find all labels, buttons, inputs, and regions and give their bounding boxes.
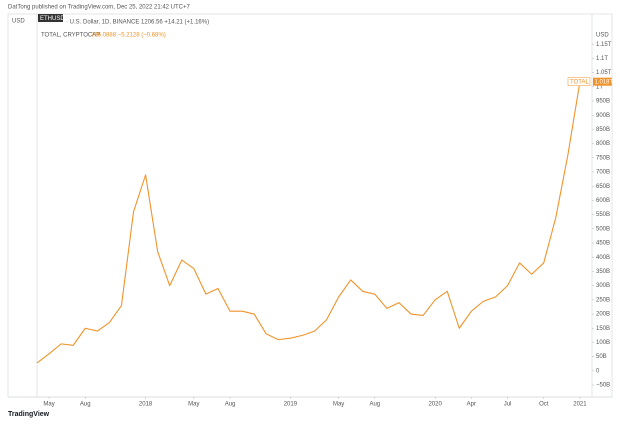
- x-tick-label: Aug: [369, 402, 380, 408]
- price-tag-name-box: [567, 77, 591, 86]
- x-tick-label: 2021: [573, 402, 587, 408]
- x-tick-label: Aug: [80, 402, 91, 408]
- y-tick-label: 1.15T: [596, 42, 612, 48]
- x-tick-label: Jul: [504, 402, 512, 408]
- y-tick-label: −50B: [596, 383, 610, 389]
- y-tick-label: 300B: [596, 283, 610, 289]
- legend-entry[interactable]: TOTAL, CRYPTOCAP: [41, 33, 100, 39]
- y-tick-label: 500B: [596, 226, 610, 232]
- x-tick-label: 2019: [284, 402, 298, 408]
- left-axis-label: USD: [12, 19, 25, 25]
- symbol-tag: ETHUSD: [40, 16, 65, 22]
- symbol-tag-box: [38, 14, 63, 22]
- x-tick-label: 2020: [428, 402, 442, 408]
- y-tick-label: 150B: [596, 326, 610, 332]
- price-line: [36, 81, 581, 364]
- y-tick-label: 600B: [596, 198, 610, 204]
- y-tick-label: 850B: [596, 127, 610, 133]
- y-tick-label: 350B: [596, 269, 610, 275]
- y-tick-label: 700B: [596, 170, 610, 176]
- y-tick-label: 750B: [596, 155, 610, 161]
- secondary-legend: · U.S. Dollar, 1D, BINANCE 1206.56 +14.2…: [66, 20, 209, 26]
- price-tag-label: 1.018T: [595, 79, 614, 85]
- y-tick-label: 0: [596, 368, 600, 374]
- y-tick-label: 950B: [596, 99, 610, 105]
- y-tick-label: 200B: [596, 312, 610, 318]
- price-tag-name: TOTAL: [570, 79, 589, 85]
- y-tick-label: 550B: [596, 212, 610, 218]
- y-tick-label: 250B: [596, 297, 610, 303]
- x-tick-label: May: [43, 402, 54, 408]
- x-tick-label: May: [188, 402, 199, 408]
- legend-values: 766.0888 −5.2128 (−0.68%): [91, 33, 166, 39]
- y-tick-label: 900B: [596, 113, 610, 119]
- y-tick-label: 50B: [596, 354, 607, 360]
- x-tick-label: Apr: [467, 402, 476, 408]
- chart-frame: [7, 13, 613, 398]
- price-tag-box: [593, 77, 612, 86]
- footer-brand: TradingView: [8, 411, 50, 418]
- y-tick-label: 400B: [596, 255, 610, 261]
- x-tick-label: 2018: [139, 402, 153, 408]
- x-tick-label: Aug: [225, 402, 236, 408]
- y-tick-label: 1T: [596, 84, 603, 90]
- y-tick-label: 650B: [596, 184, 610, 190]
- y-tick-label: 1.05T: [596, 70, 612, 76]
- y-tick-label: 100B: [596, 340, 610, 346]
- y-tick-label: 1.1T: [596, 56, 608, 62]
- y-tick-label: 450B: [596, 241, 610, 247]
- x-tick-label: Oct: [539, 402, 549, 408]
- y-tick-label: 800B: [596, 141, 610, 147]
- right-axis-label: USD: [596, 33, 609, 39]
- publish-note: DatTong published on TradingView.com, De…: [8, 5, 191, 11]
- x-tick-label: May: [333, 402, 344, 408]
